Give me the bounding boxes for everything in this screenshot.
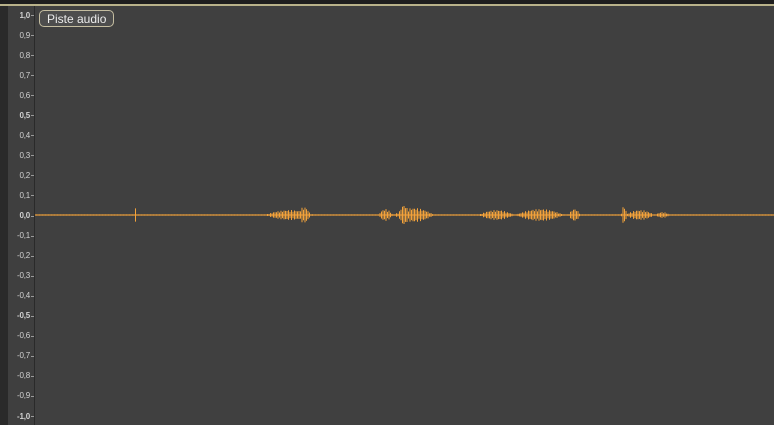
amplitude-tick-label: 0,3 xyxy=(19,150,30,160)
amplitude-tick-label: 0,2 xyxy=(19,170,30,180)
amplitude-tick-label: -0,2 xyxy=(17,251,30,261)
amplitude-tick-mark xyxy=(31,175,34,177)
amplitude-tick-label: 0,7 xyxy=(19,70,30,80)
amplitude-tick-mark xyxy=(31,75,34,77)
amplitude-tick-mark xyxy=(31,275,34,277)
amplitude-tick-label: -0,6 xyxy=(17,331,30,341)
amplitude-tick-label: -0,4 xyxy=(17,291,30,301)
track-left-edge xyxy=(0,6,8,425)
amplitude-tick-mark xyxy=(31,235,34,237)
amplitude-tick-label: -0,5 xyxy=(17,311,30,321)
track-top-border xyxy=(0,4,774,6)
amplitude-tick-mark xyxy=(31,335,34,337)
amplitude-tick-mark xyxy=(31,195,34,197)
track-name-button[interactable]: Piste audio xyxy=(39,10,115,27)
audio-track[interactable]: Piste audio xyxy=(35,6,774,425)
amplitude-tick-mark xyxy=(31,35,34,37)
amplitude-tick-label: -0,8 xyxy=(17,371,30,381)
amplitude-tick-label: 0,0 xyxy=(19,211,30,220)
amplitude-tick-mark xyxy=(31,95,34,97)
amplitude-tick-label: -0,7 xyxy=(17,351,30,361)
amplitude-tick-mark xyxy=(31,255,34,257)
amplitude-tick-mark xyxy=(31,15,34,16)
amplitude-tick-mark xyxy=(31,155,34,157)
amplitude-tick-mark xyxy=(31,215,34,217)
amplitude-tick-mark xyxy=(31,55,34,57)
amplitude-tick-label: 0,4 xyxy=(19,130,30,140)
waveform[interactable] xyxy=(35,6,774,425)
amplitude-tick-mark xyxy=(31,375,34,377)
amplitude-tick-mark xyxy=(31,355,34,357)
amplitude-tick-mark xyxy=(31,395,34,397)
amplitude-tick-label: -0,1 xyxy=(17,231,30,241)
amplitude-tick-label: 0,5 xyxy=(19,110,30,120)
amplitude-tick-label: 0,8 xyxy=(19,50,30,60)
amplitude-tick-label: 0,9 xyxy=(19,30,30,40)
amplitude-tick-label: -1,0 xyxy=(17,411,30,421)
amplitude-tick-mark xyxy=(31,135,34,137)
amplitude-tick-mark xyxy=(31,115,34,117)
amplitude-tick-mark xyxy=(31,315,34,317)
amplitude-tick-label: 0,1 xyxy=(19,190,30,200)
amplitude-tick-mark xyxy=(31,416,34,417)
amplitude-tick-label: -0,9 xyxy=(17,391,30,401)
amplitude-tick-mark xyxy=(31,295,34,297)
amplitude-tick-label: 1,0 xyxy=(19,10,30,20)
amplitude-tick-label: 0,6 xyxy=(19,90,30,100)
amplitude-tick-label: -0,3 xyxy=(17,271,30,281)
amplitude-ruler: 1,0 0,9 0,8 0,7 0,6 0,5 0,4 0,3 0,2 0,1 0,0 -0,1 -0,… xyxy=(8,6,35,425)
